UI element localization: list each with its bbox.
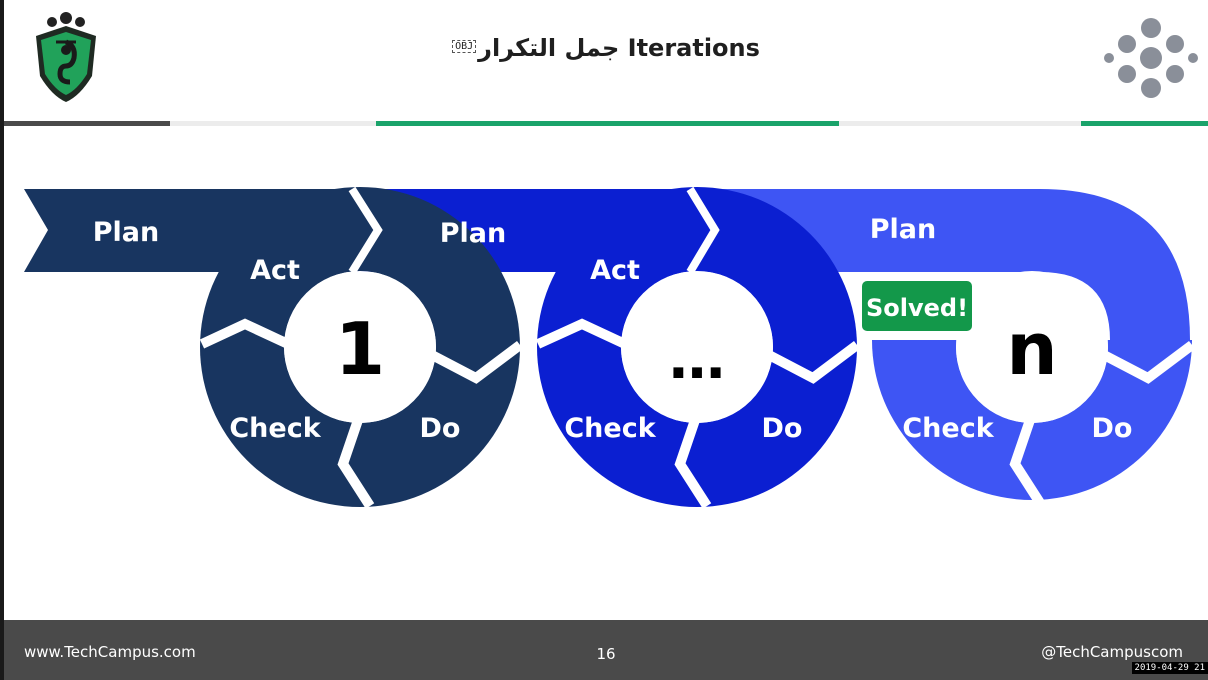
solved-badge [862, 281, 972, 331]
cycle-1-plan-band [24, 189, 378, 272]
cobra-shield-logo [36, 12, 96, 102]
slide-title: OBJ جمل التكرار Iterations [4, 34, 1208, 62]
cycle-1-plan-label: Plan [93, 217, 160, 248]
cycle-2-act-label: Act [590, 255, 640, 286]
obj-placeholder: OBJ [452, 39, 477, 53]
title-rule-dark [4, 121, 170, 126]
cycle-3 [690, 189, 1192, 500]
footer-handle: @TechCampuscom [1041, 643, 1183, 661]
cycle-3-plan-band [690, 189, 1190, 340]
page-number: 16 [596, 645, 616, 663]
cycle-3-plan-label: Plan [870, 214, 937, 245]
cycle-2-center-label: … [669, 327, 725, 392]
cycle-1 [24, 187, 520, 507]
dot-cluster-icon [1104, 18, 1198, 98]
cycle-3-center-label: n [1006, 307, 1057, 391]
footer-bar: www.TechCampus.com 16 @TechCampuscom [4, 620, 1208, 680]
solved-badge-label: Solved! [866, 294, 968, 322]
window-edge [0, 0, 4, 680]
recording-timestamp: 2019-04-29 21 [1131, 662, 1208, 674]
slide-title-text: جمل التكرار Iterations [478, 34, 760, 62]
cycle-1-do-label: Do [420, 413, 461, 444]
title-rule-light-2 [839, 121, 1081, 126]
cycle-2-do-label: Do [762, 413, 803, 444]
title-rule-green-2 [1081, 121, 1208, 126]
cycle-2-plan-label: Plan [440, 218, 507, 249]
cycle-1-check-label: Check [229, 413, 321, 444]
cycle-1-center-label: 1 [335, 307, 385, 391]
pdca-iterations-diagram: Plan Act 1 Check Do Plan Act … Check Do … [24, 186, 1192, 507]
cycle-3-do-label: Do [1092, 413, 1133, 444]
cycle-3-check-label: Check [902, 413, 994, 444]
cycle-2-check-label: Check [564, 413, 656, 444]
footer-website: www.TechCampus.com [24, 643, 196, 661]
title-rule-green [376, 121, 839, 126]
cycle-1-act-label: Act [250, 255, 300, 286]
title-rule-light [170, 121, 376, 126]
